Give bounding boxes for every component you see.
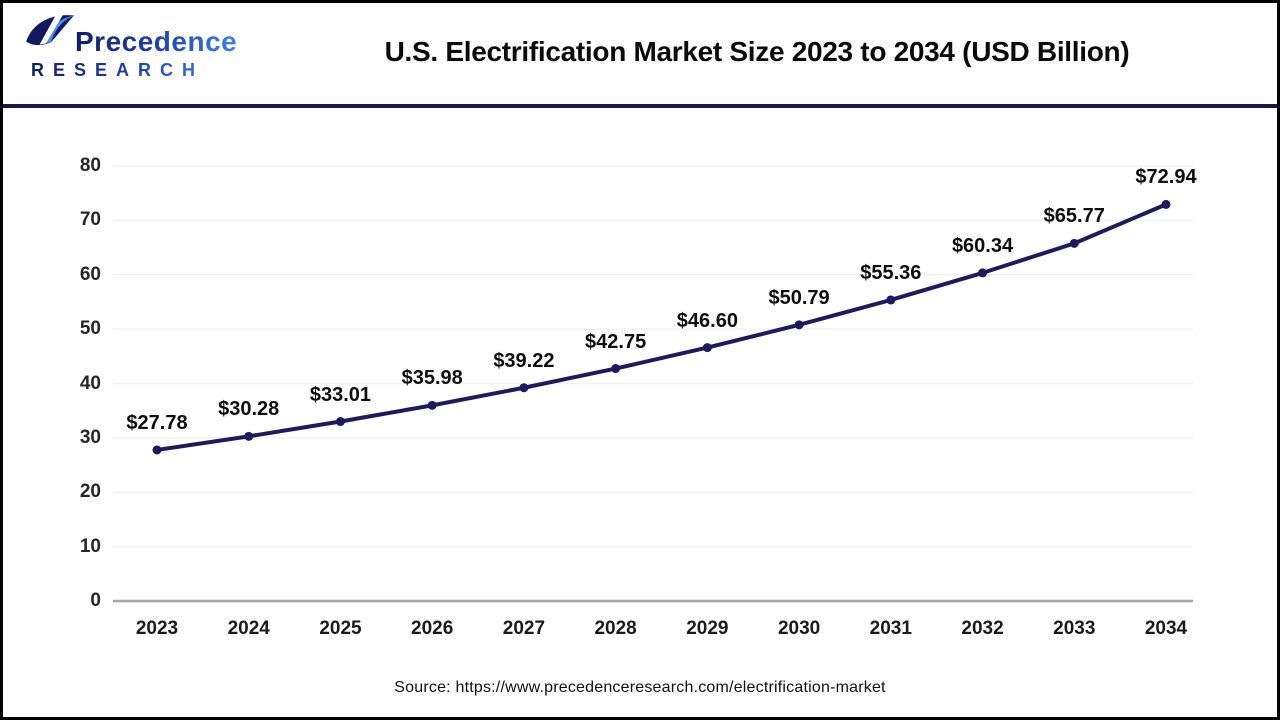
source-text: Source: https://www.precedenceresearch.c… (394, 679, 886, 696)
data-point-marker (335, 417, 345, 427)
data-point-marker (244, 431, 254, 441)
precedence-research-logo: Precedence RESEARCH (25, 12, 238, 80)
leaf-swoosh-icon (26, 12, 74, 46)
data-point-marker (1161, 199, 1171, 209)
data-point-marker (978, 268, 988, 278)
data-point-marker (794, 320, 804, 330)
data-point-marker (611, 364, 621, 374)
logo-brand-text: Precedence (75, 26, 238, 57)
line-chart-canvas (113, 165, 1193, 603)
chart-title: U.S. Electrification Market Size 2023 to… (384, 35, 1130, 67)
logo-sub-text: RESEARCH (31, 60, 237, 80)
data-point-marker (519, 383, 529, 393)
data-point-marker (1069, 238, 1079, 248)
data-point-marker (702, 343, 712, 353)
data-point-marker (427, 400, 437, 410)
data-point-marker (886, 295, 896, 305)
data-point-marker (152, 445, 162, 455)
header: Precedence RESEARCH U.S. Electrification… (3, 3, 1277, 108)
market-size-line (155, 202, 1168, 452)
